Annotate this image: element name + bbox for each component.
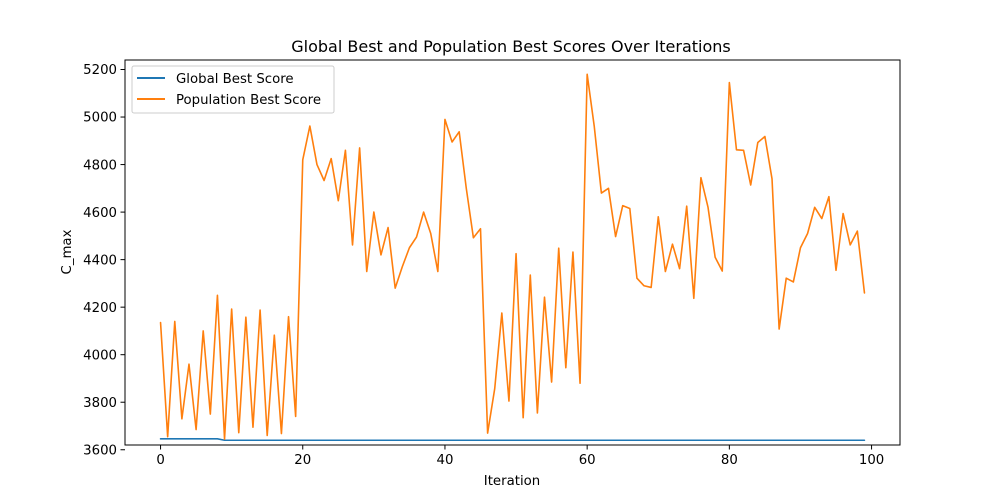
plot-area: 0 20 40 60 80 100 3600 3800 4000 4200 4400 4600 4800… <box>83 59 901 468</box>
y-tick-label: 5000 <box>83 111 117 126</box>
legend-label-global-best: Global Best Score <box>176 72 294 87</box>
ticks-layer: 0 20 40 60 80 100 3600 3800 4000 4200 4400 4600 4800… <box>83 63 884 468</box>
x-tick-label: 40 <box>436 453 453 468</box>
y-tick-label: 4000 <box>83 348 117 363</box>
y-axis-label: C_max <box>60 229 75 274</box>
x-tick-label: 0 <box>156 453 164 468</box>
y-tick-label: 3800 <box>83 396 117 411</box>
x-tick-label: 20 <box>294 453 311 468</box>
series-layer <box>159 73 866 442</box>
legend: Global Best Score Population Best Score <box>131 65 335 114</box>
y-tick-label: 4200 <box>83 301 117 316</box>
y-tick-label: 4400 <box>83 253 117 268</box>
y-tick-label: 5200 <box>83 63 117 78</box>
y-tick-label: 4600 <box>83 206 117 221</box>
legend-label-population-best: Population Best Score <box>176 93 321 108</box>
x-tick-label: 100 <box>859 453 884 468</box>
series-line-global-best <box>159 438 866 442</box>
y-tick-label: 3600 <box>83 443 117 458</box>
x-axis-label: Iteration <box>484 474 540 489</box>
y-tick-label: 4800 <box>83 158 117 173</box>
series-line-population-best <box>159 73 866 440</box>
x-tick-label: 60 <box>579 453 596 468</box>
legend-box <box>131 65 335 114</box>
chart-title: Global Best and Population Best Scores O… <box>291 37 731 56</box>
axes-frame <box>124 59 901 446</box>
x-tick-label: 80 <box>721 453 738 468</box>
